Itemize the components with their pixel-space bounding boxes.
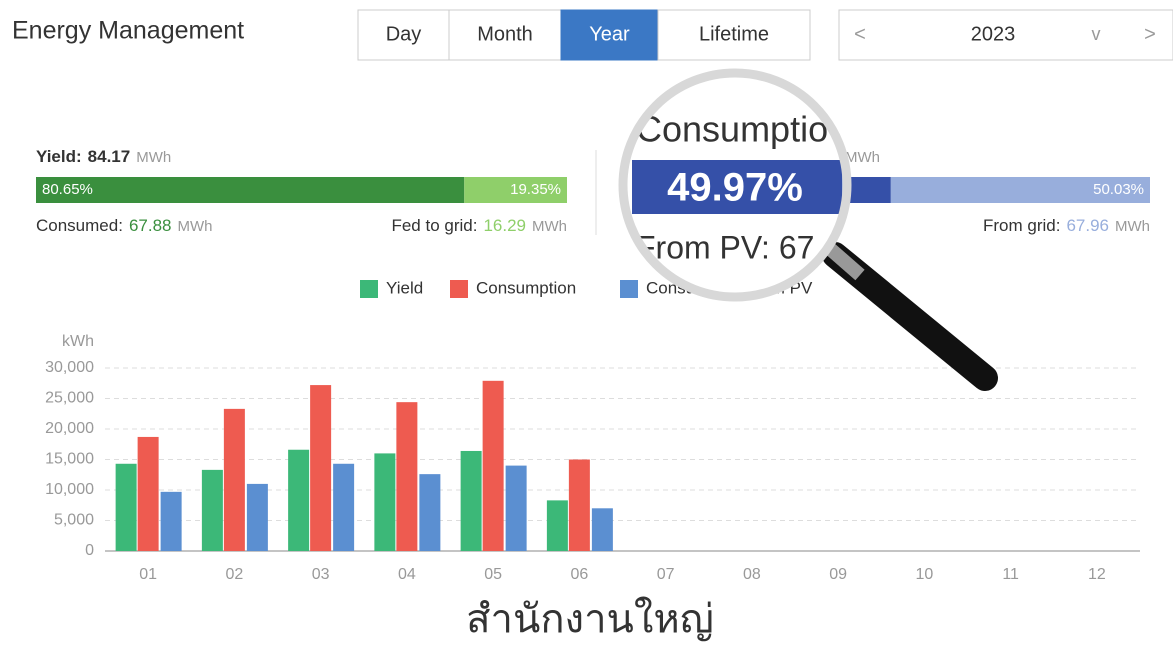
bar [246,483,268,551]
consumed-label: Consumed: [36,216,123,235]
bar [546,500,568,551]
fed-unit: MWh [532,218,567,235]
y-tick-label: 15,000 [45,451,94,468]
magnifier-rim [618,68,852,302]
split-label: 19.35% [510,181,561,198]
bar [482,380,504,551]
grid-unit: MWh [1115,218,1150,235]
x-tick-label: 08 [743,566,761,583]
footer-text: สำนักงานใหญ่ [466,596,714,642]
fed-label: Fed to grid: [391,216,477,235]
bar [460,450,482,551]
yield-value: 84.17 [88,147,131,166]
x-tick-label: 10 [915,566,933,583]
y-tick-label: 20,000 [45,420,94,437]
bar [396,402,418,551]
x-tick-label: 01 [139,566,157,583]
tabs: Day Month Year Lifetime [357,9,811,61]
bar [374,453,396,551]
consumed-value: 67.88 [129,216,172,235]
y-tick-label: 30,000 [45,359,94,376]
split-label: 50.03% [1093,181,1144,198]
x-tick-label: 09 [829,566,847,583]
yield-bar: 80.65% 19.35% [36,177,567,203]
y-axis-label: kWh [62,333,94,350]
split-label: 80.65% [42,181,93,198]
legend-label: Consumption [476,278,576,297]
consumed-unit: MWh [177,218,212,235]
lens-percent: 49.97% [667,166,803,210]
grid-label: From grid: [983,216,1060,235]
x-tick-label: 02 [225,566,243,583]
bar [115,463,137,551]
split-segment [36,177,465,203]
period-value: 2023 [971,23,1016,45]
tab[interactable] [357,9,450,61]
magnifier-handle [822,242,998,391]
split-segment [464,177,567,203]
tab[interactable] [448,9,562,61]
x-tick-label: 11 [1002,566,1019,583]
bar [201,469,223,551]
x-tick-label: 07 [657,566,675,583]
lens-from-pv: From PV: 67 [636,229,814,265]
x-tick-label: 06 [570,566,588,583]
bar [160,491,182,551]
yield-unit: MWh [136,149,171,166]
page-title: Energy Management [12,17,244,45]
bar [223,408,245,551]
fed-to-grid: Fed to grid: 16.29 MWh [391,216,567,235]
legend-label: Yield [386,278,423,297]
prev-button[interactable]: < [854,23,866,45]
tab[interactable] [560,9,659,61]
tab-label[interactable]: Day [386,23,422,45]
from-grid: From grid: 67.96 MWh [983,216,1150,235]
bar [568,459,590,551]
y-tick-label: 25,000 [45,390,94,407]
tab[interactable] [657,9,811,61]
legend-swatch [450,280,468,298]
bar [333,463,355,551]
split-segment [890,177,1150,203]
yield-label: Yield: [36,147,82,166]
x-tick-label: 04 [398,566,416,583]
tab-label[interactable]: Month [477,23,533,45]
yield-heading: Yield: 84.17 MWh [36,147,171,166]
bar [288,449,310,551]
x-tick-label: 03 [312,566,330,583]
lens-consumption-label: Consumptio [636,109,828,150]
bar [591,508,613,551]
fed-value: 16.29 [483,216,526,235]
tab-label[interactable]: Lifetime [699,23,769,45]
x-tick-label: 05 [484,566,502,583]
x-tick-label: 12 [1088,566,1106,583]
bar [419,474,441,551]
magnifier: Consumptio 49.97% From PV: 67 [618,68,998,391]
y-tick-label: 10,000 [45,481,94,498]
dropdown-button[interactable]: v [1092,24,1101,44]
chart: kWh 0 5,000 10,000 15,000 20,000 25,000 30,000 0… [45,278,1140,583]
y-tick-label: 0 [85,542,94,559]
period-picker[interactable] [838,9,1173,61]
y-tick-label: 5,000 [54,512,94,529]
legend-swatch [620,280,638,298]
tab-label[interactable]: Year [589,23,630,45]
legend-swatch [360,280,378,298]
grid-value: 67.96 [1066,216,1109,235]
consumption-unit: MWh [845,149,880,166]
bar [137,436,159,551]
bar [310,385,332,551]
bar [505,465,527,551]
consumed: Consumed: 67.88 MWh [36,216,212,235]
next-button[interactable]: > [1144,23,1156,45]
lens-bar [632,160,842,214]
